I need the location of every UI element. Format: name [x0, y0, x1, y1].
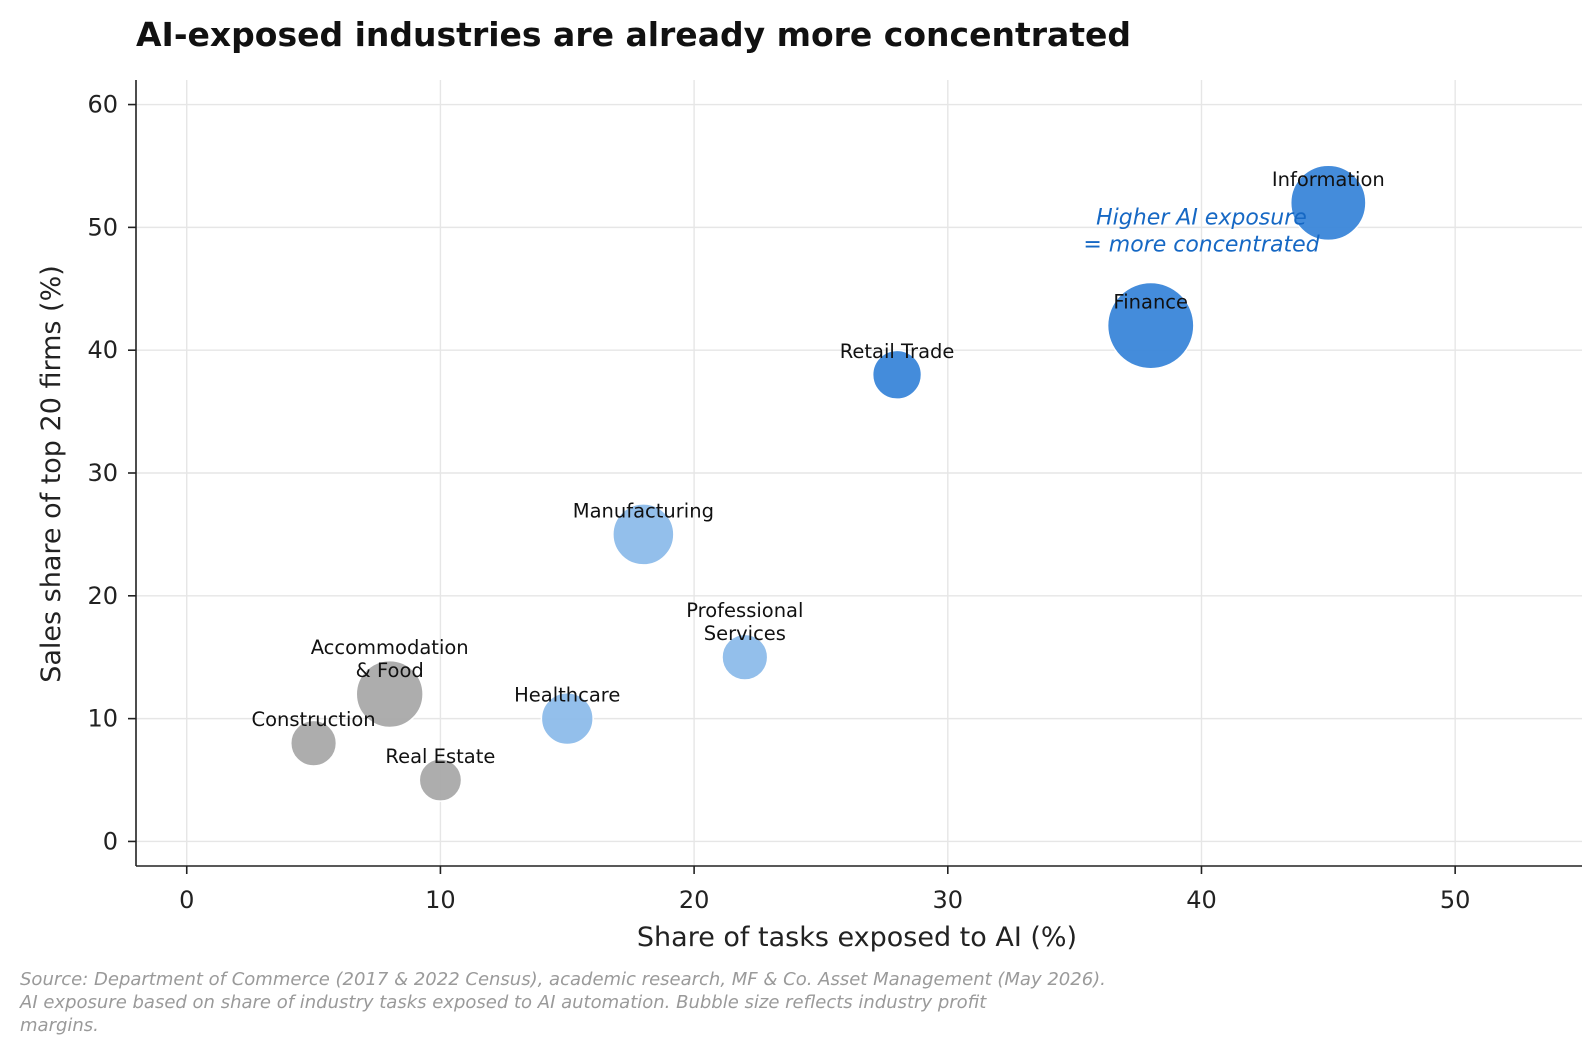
- annotation: Higher AI exposure= more concentrated: [1083, 205, 1320, 257]
- y-tick-label: 30: [87, 459, 118, 487]
- y-tick-label: 20: [87, 582, 118, 610]
- chart-title: AI-exposed industries are already more c…: [136, 15, 1131, 54]
- annotation-text: Higher AI exposure: [1096, 205, 1307, 230]
- bubble-point: [721, 633, 769, 681]
- bubble-point: [418, 758, 463, 802]
- tick-labels: 0 10 20 30 40 50 0 10 20 30 40 50 60: [87, 91, 1470, 914]
- bubble-point: [612, 503, 675, 566]
- y-axis-label: Sales share of top 20 firms (%): [36, 265, 67, 683]
- x-axis-label: Share of tasks exposed to AI (%): [637, 922, 1077, 953]
- point-label: Services: [704, 622, 786, 645]
- source-line: Source: Department of Commerce (2017 & 2…: [20, 969, 1106, 990]
- point-label: Manufacturing: [573, 499, 714, 522]
- point-label: Information: [1272, 168, 1385, 191]
- point-label: Professional: [686, 599, 803, 622]
- axes: [128, 80, 1582, 874]
- grid-lines: [136, 80, 1582, 866]
- source-note: Source: Department of Commerce (2017 & 2…: [19, 969, 1106, 1036]
- point-label: Real Estate: [385, 745, 495, 768]
- x-tick-label: 40: [1186, 886, 1217, 914]
- x-tick-label: 20: [679, 886, 710, 914]
- bubbles: [290, 164, 1367, 802]
- annotation-text: = more concentrated: [1083, 232, 1320, 257]
- bubble-point: [355, 659, 424, 729]
- x-tick-label: 10: [425, 886, 456, 914]
- source-line: AI exposure based on share of industry t…: [19, 992, 987, 1013]
- y-tick-label: 0: [103, 827, 118, 855]
- point-label: Healthcare: [514, 684, 620, 707]
- source-line: margins.: [20, 1015, 99, 1036]
- y-tick-label: 40: [87, 336, 118, 364]
- y-tick-label: 10: [87, 705, 118, 733]
- bubble-point: [1289, 164, 1367, 242]
- point-label: Construction: [251, 708, 375, 731]
- point-labels: Information Finance Retail Trade Manufactur…: [251, 168, 1384, 768]
- point-label: & Food: [356, 659, 424, 682]
- bubble-point: [540, 691, 594, 746]
- point-label: Finance: [1113, 291, 1188, 314]
- x-tick-label: 50: [1440, 886, 1471, 914]
- y-tick-label: 50: [87, 213, 118, 241]
- bubble-point: [290, 719, 338, 767]
- point-label: Retail Trade: [840, 340, 955, 363]
- point-label: Accommodation: [311, 636, 469, 659]
- bubble-point: [1106, 281, 1195, 370]
- y-tick-label: 60: [87, 91, 118, 119]
- bubble-point: [871, 349, 923, 400]
- x-tick-label: 0: [179, 886, 194, 914]
- x-tick-label: 30: [933, 886, 964, 914]
